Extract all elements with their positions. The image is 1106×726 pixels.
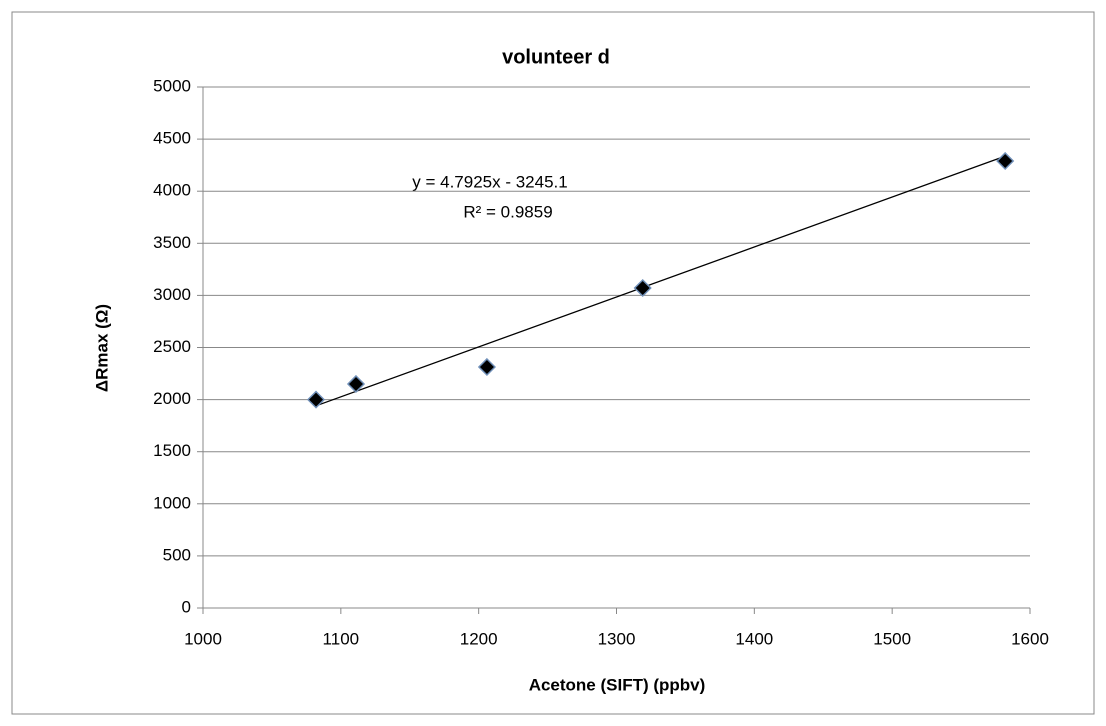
x-axis-label: Acetone (SIFT) (ppbv) <box>529 675 706 694</box>
y-tick-label: 2500 <box>153 337 191 356</box>
x-tick-label: 1200 <box>460 629 498 648</box>
x-tick-label: 1300 <box>598 629 636 648</box>
y-tick-label: 4000 <box>153 181 191 200</box>
y-tick-label: 4500 <box>153 129 191 148</box>
x-tick-label: 1100 <box>323 629 360 648</box>
point <box>996 151 1015 171</box>
trendline <box>315 155 1006 407</box>
x-tick-label: 1000 <box>184 629 222 648</box>
y-axis-label: ΔRmax (Ω) <box>92 304 111 392</box>
x-tick-label: 1600 <box>1011 629 1049 648</box>
y-tick-label: 2000 <box>153 389 191 408</box>
point <box>346 374 366 394</box>
y-tick-label: 0 <box>182 597 191 616</box>
point <box>633 278 652 298</box>
y-tick-label: 3500 <box>153 233 191 252</box>
chart-frame <box>11 11 1095 715</box>
y-tick-label: 5000 <box>153 76 191 95</box>
y-tick-label: 1000 <box>153 493 191 512</box>
chart-title: volunteer d <box>502 46 610 68</box>
x-tick-label: 1400 <box>735 629 773 648</box>
x-tick-label: 1500 <box>873 629 911 648</box>
trendline-equation: y = 4.7925x - 3245.1 <box>412 172 567 191</box>
point <box>477 357 496 377</box>
y-tick-label: 500 <box>163 545 191 564</box>
trendline-r-squared: R² = 0.9859 <box>463 202 552 221</box>
point <box>306 390 326 409</box>
y-tick-label: 1500 <box>153 441 191 460</box>
y-tick-label: 3000 <box>153 285 191 304</box>
